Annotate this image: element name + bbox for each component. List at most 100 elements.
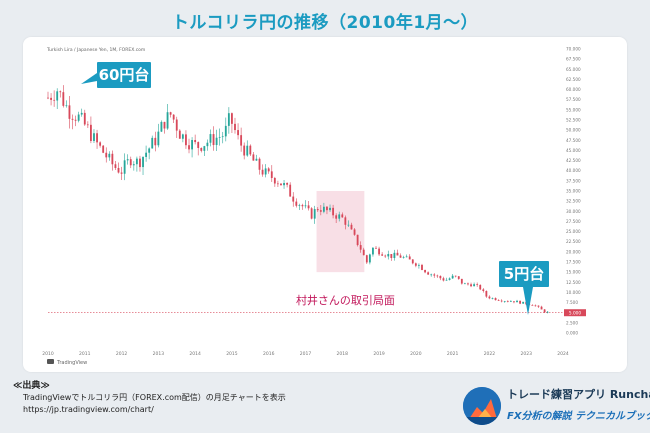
candle-body bbox=[212, 134, 215, 146]
y-tick-label: 15.000 bbox=[566, 270, 581, 275]
candle-body bbox=[537, 305, 540, 307]
candle-body bbox=[494, 298, 497, 301]
candle-body bbox=[519, 300, 522, 304]
candle-body bbox=[522, 301, 525, 304]
candle-body bbox=[218, 137, 221, 138]
candle-body bbox=[258, 158, 261, 170]
y-tick-label: 62.500 bbox=[566, 77, 581, 82]
candle-body bbox=[264, 168, 267, 175]
candle-body bbox=[286, 182, 289, 185]
candle-body bbox=[203, 146, 206, 151]
candle-body bbox=[326, 206, 328, 211]
y-tick-label: 27.500 bbox=[566, 219, 581, 224]
candle-body bbox=[411, 259, 414, 264]
candle-body bbox=[350, 224, 353, 230]
y-tick-label: 32.500 bbox=[566, 199, 581, 204]
candle-body bbox=[378, 248, 380, 255]
y-tick-label: 55.000 bbox=[566, 107, 581, 112]
candle-body bbox=[178, 130, 181, 139]
x-tick-label: 2016 bbox=[263, 351, 275, 357]
candle-body bbox=[191, 140, 193, 150]
candle-body bbox=[454, 275, 457, 277]
candle-body bbox=[126, 159, 129, 161]
candle-body bbox=[476, 284, 479, 285]
candle-body bbox=[329, 207, 331, 211]
candle-body bbox=[59, 91, 62, 93]
candle-body bbox=[252, 154, 255, 161]
candle-body bbox=[157, 131, 160, 146]
candle-body bbox=[105, 152, 108, 158]
candle-body bbox=[295, 201, 298, 206]
candle-body bbox=[273, 177, 276, 184]
candle-body bbox=[424, 269, 426, 273]
candle-body bbox=[237, 130, 239, 136]
page-title: トルコリラ円の推移（2010年1月〜） bbox=[171, 13, 479, 33]
candle-body bbox=[120, 172, 123, 174]
candle-body bbox=[200, 147, 203, 151]
candle-body bbox=[123, 160, 126, 174]
candle-body bbox=[531, 305, 534, 306]
candle-body bbox=[497, 300, 500, 301]
candle-body bbox=[132, 164, 135, 166]
candle-body bbox=[175, 119, 178, 131]
candle-body bbox=[206, 142, 209, 147]
candle-body bbox=[451, 275, 454, 279]
x-tick-label: 2011 bbox=[79, 351, 91, 357]
tradingview-logo-icon bbox=[47, 359, 54, 364]
y-tick-label: 20.000 bbox=[566, 249, 581, 254]
candle-body bbox=[467, 283, 469, 285]
candle-body bbox=[270, 171, 273, 178]
app-logo-icon bbox=[463, 387, 501, 425]
candle-body bbox=[482, 289, 485, 292]
callout-60yen-label: 60円台 bbox=[99, 66, 150, 84]
trading-period-label: 村井さんの取引局面 bbox=[296, 293, 395, 307]
candle-body bbox=[117, 167, 120, 173]
candle-body bbox=[488, 296, 491, 299]
candle-body bbox=[139, 158, 141, 168]
candle-body bbox=[338, 214, 341, 219]
candle-body bbox=[56, 91, 59, 101]
candle-body bbox=[408, 256, 411, 260]
candle-body bbox=[71, 118, 74, 120]
x-tick-label: 2018 bbox=[337, 351, 349, 357]
brand-name: トレード練習アプリ Runcha bbox=[507, 388, 650, 401]
candle-body bbox=[457, 276, 460, 279]
candle-body bbox=[402, 257, 405, 258]
candle-body bbox=[470, 284, 472, 287]
candle-body bbox=[313, 209, 316, 219]
candle-body bbox=[246, 145, 249, 156]
y-tick-label: 37.500 bbox=[566, 178, 581, 183]
candle-body bbox=[102, 145, 105, 153]
candle-body bbox=[414, 263, 417, 266]
candle-body bbox=[365, 255, 368, 263]
candle-body bbox=[362, 249, 365, 256]
callout-5yen-box bbox=[499, 261, 549, 287]
x-tick-label: 2012 bbox=[116, 351, 128, 357]
candle-body bbox=[249, 145, 252, 155]
candle-body bbox=[62, 92, 65, 106]
y-tick-label: 17.500 bbox=[566, 260, 581, 265]
candle-body bbox=[442, 278, 445, 281]
candle-body bbox=[215, 137, 218, 146]
candle-body bbox=[221, 136, 224, 138]
candle-body bbox=[433, 274, 436, 276]
candle-body bbox=[473, 284, 476, 287]
candle-body bbox=[344, 217, 347, 225]
candle-body bbox=[188, 145, 190, 150]
candle-body bbox=[500, 300, 503, 302]
source-description: TradingViewでトルコリラ円（FOREX.com配信）の月足チャートを表… bbox=[23, 393, 286, 402]
x-tick-label: 2021 bbox=[447, 351, 459, 357]
candle-body bbox=[163, 121, 166, 129]
candle-body bbox=[543, 309, 546, 313]
candle-body bbox=[243, 145, 246, 156]
candle-body bbox=[445, 279, 448, 281]
brand-logo: トレード練習アプリ Runcha FX分析の解説 テクニカルブック bbox=[463, 383, 650, 427]
candle-body bbox=[359, 245, 362, 250]
callout-60yen-pointer bbox=[81, 73, 97, 84]
candle-body bbox=[506, 301, 509, 302]
candle-body bbox=[381, 254, 384, 256]
candle-body bbox=[169, 112, 172, 115]
candle-body bbox=[534, 305, 537, 307]
source-url[interactable]: https://jp.tradingview.com/chart/ bbox=[23, 405, 154, 414]
candle-body bbox=[142, 156, 144, 168]
